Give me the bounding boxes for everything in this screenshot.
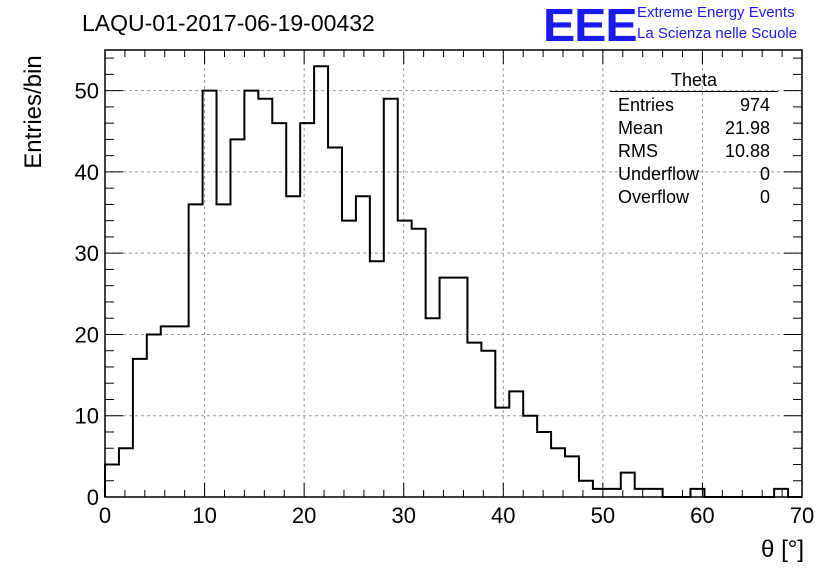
x-axis-label: θ [°] [761, 536, 804, 563]
stats-value: 0 [759, 187, 770, 207]
y-tick-label: 20 [75, 322, 99, 347]
x-tick-label: 10 [192, 503, 216, 528]
y-tick-label: 50 [75, 79, 99, 104]
stats-row: Entries 974 [610, 94, 778, 117]
plot-frame [104, 49, 803, 498]
stats-box: Theta Entries 974 Mean 21.98 RMS 10.88 U… [610, 70, 778, 209]
stats-title: Theta [610, 70, 778, 92]
x-tick-label: 50 [591, 503, 615, 528]
histogram-step-line [104, 65, 802, 498]
x-tick-label: 60 [690, 503, 714, 528]
eee-logo: EEE [543, 0, 638, 51]
stats-value: 0 [759, 164, 770, 184]
run-title: LAQU-01-2017-06-19-00432 [82, 10, 375, 36]
y-tick-label: 10 [75, 404, 99, 429]
logo-line-1: Extreme Energy Events [637, 4, 795, 21]
x-tick-label: 0 [99, 503, 111, 528]
x-tick-label: 40 [491, 503, 515, 528]
stats-row: RMS 10.88 [610, 140, 778, 163]
grid-lines [105, 50, 802, 497]
y-tick-label: 40 [75, 160, 99, 185]
stats-value: 10.88 [724, 141, 770, 161]
stats-label: Mean [618, 118, 664, 138]
y-tick-label: 30 [75, 241, 99, 266]
stats-row: Overflow 0 [610, 186, 778, 209]
stats-row: Mean 21.98 [610, 117, 778, 140]
stats-value: 21.98 [724, 118, 770, 138]
x-tick-labels: 0 10 20 30 40 50 60 70 [99, 503, 814, 528]
y-axis-label: Entries/bin [20, 55, 47, 169]
stats-value: 974 [739, 95, 770, 115]
x-tick-label: 20 [292, 503, 316, 528]
stats-label: Underflow [618, 164, 700, 184]
y-tick-label: 0 [87, 485, 99, 510]
stats-label: Entries [618, 95, 675, 115]
y-tick-labels: 0 10 20 30 40 50 [75, 79, 99, 510]
x-tick-label: 30 [391, 503, 415, 528]
x-tick-label: 70 [790, 503, 814, 528]
logo-line-2: La Scienza nelle Scuole [637, 25, 798, 42]
stats-label: Overflow [618, 187, 690, 207]
stats-label: RMS [618, 141, 658, 161]
axis-ticks [104, 50, 803, 498]
stats-row: Underflow 0 [610, 163, 778, 186]
